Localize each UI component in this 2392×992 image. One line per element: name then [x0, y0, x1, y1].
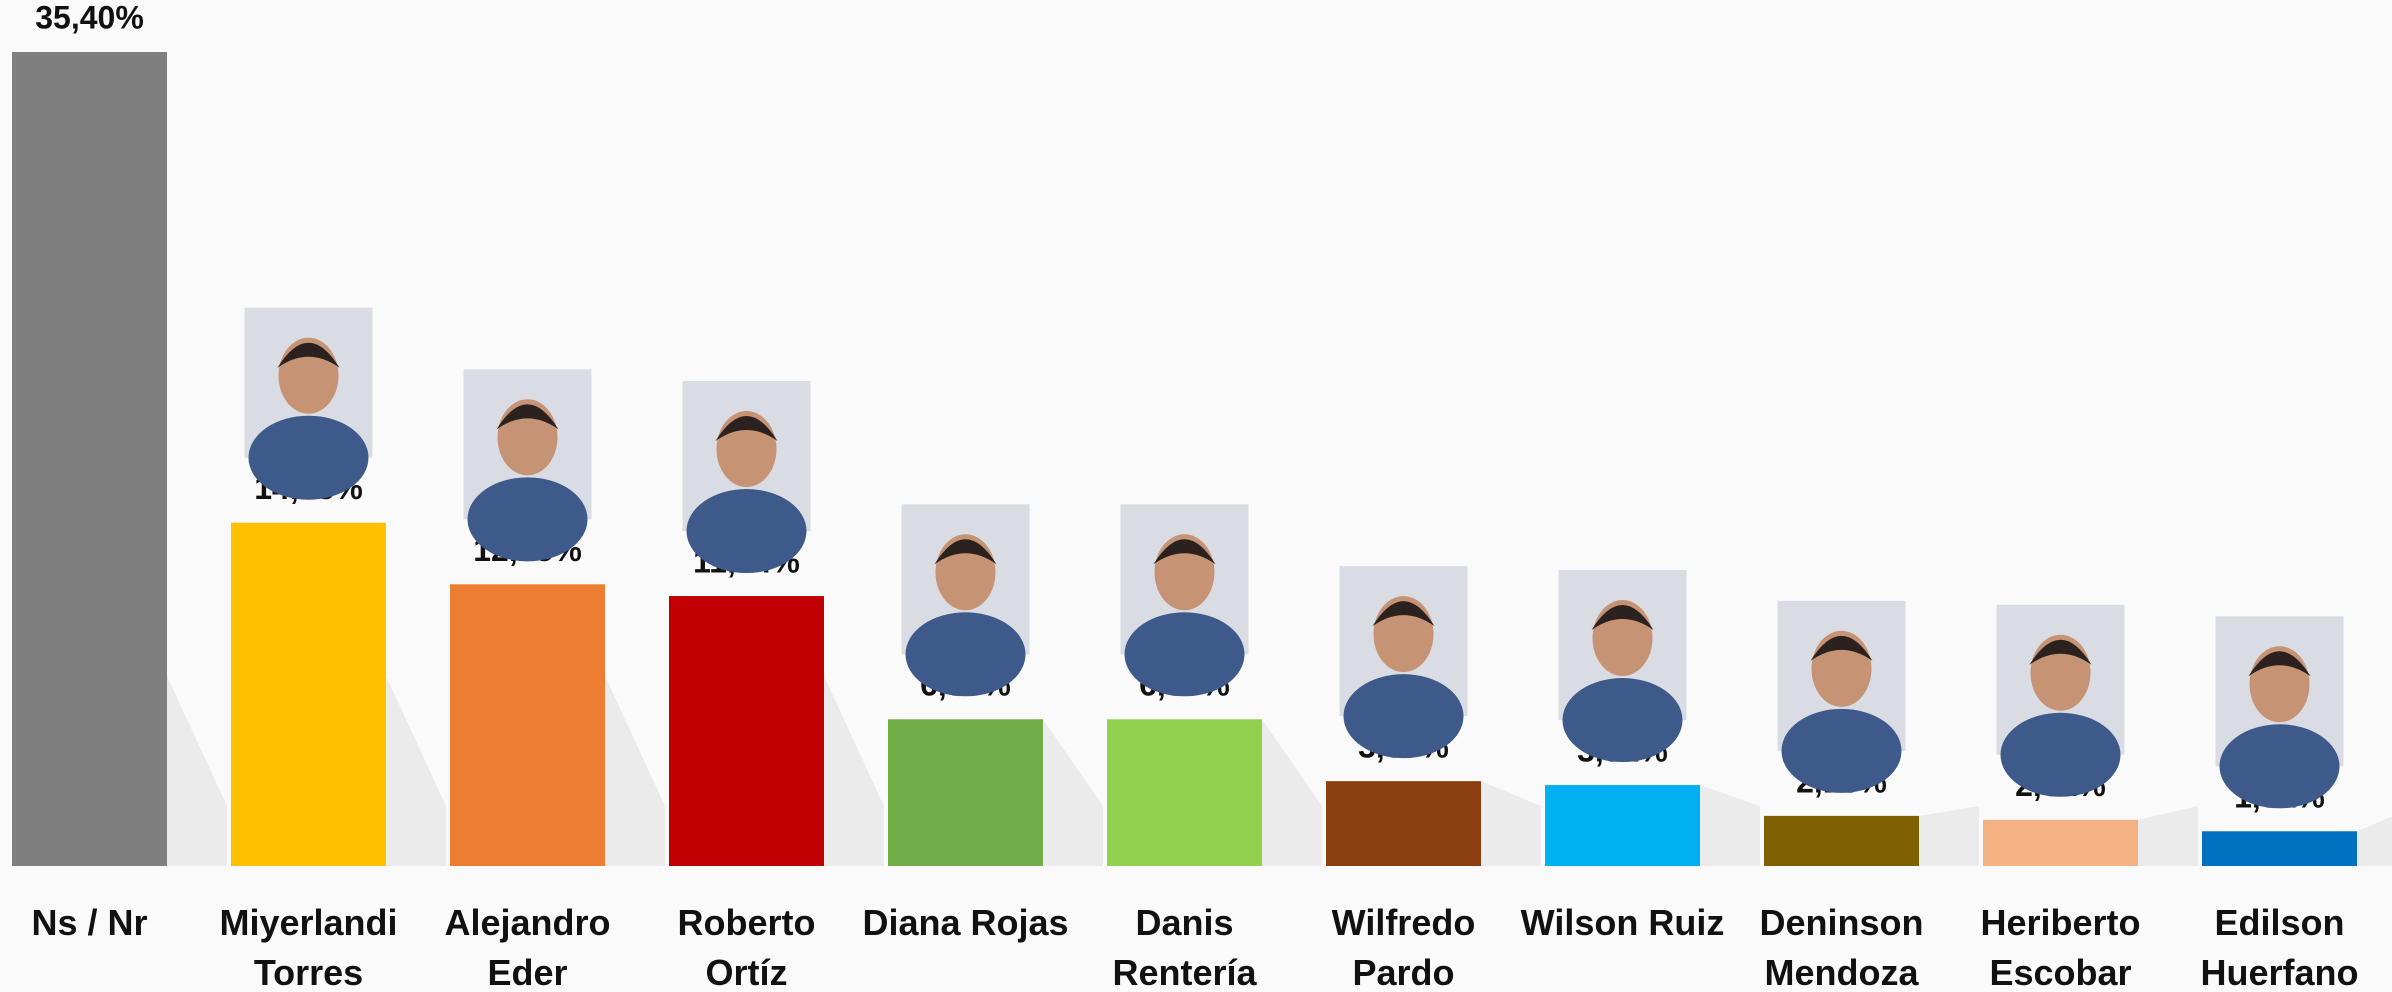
photo-hair: [2248, 651, 2311, 677]
bar-shadow: [1481, 781, 1541, 866]
photo-shoulders: [1781, 708, 1902, 793]
photo-shoulders: [1562, 678, 1683, 763]
candidate-photo: [1558, 570, 1687, 763]
category-label: Deninson Mendoza: [1759, 902, 1924, 992]
bar-shadow: [1043, 719, 1103, 866]
category-label: Edilson Huerfano: [2200, 902, 2359, 992]
category-label: Danis Rentería: [1112, 902, 1257, 992]
photo-shoulders: [2000, 712, 2121, 797]
bar-shadow: [1700, 785, 1760, 866]
bar: [2202, 831, 2357, 866]
bar: [669, 596, 824, 866]
bar: [1983, 819, 2138, 866]
photo-shoulders: [686, 489, 807, 574]
photo-hair: [715, 416, 778, 442]
bar: [231, 522, 386, 866]
category-label: Wilfredo Pardo: [1331, 902, 1476, 992]
bar: [12, 52, 167, 866]
photo-hair: [496, 404, 559, 430]
photo-shoulders: [1343, 674, 1464, 759]
photo-shoulders: [248, 415, 369, 500]
candidate-photo: [1996, 604, 2125, 797]
bar: [1326, 781, 1481, 866]
photo-shoulders: [1124, 612, 1245, 697]
candidate-photo: [2215, 616, 2344, 809]
bar-shadow: [167, 676, 227, 866]
bar-shadow: [824, 676, 884, 866]
category-label: Heriberto Escobar: [1980, 902, 2141, 992]
bar-shadow: [605, 676, 665, 866]
bar-shadow: [2357, 816, 2392, 866]
category-label: Alejandro Eder: [444, 902, 611, 992]
category-label: Roberto Ortíz: [677, 902, 816, 992]
bar-shadow: [386, 676, 446, 866]
photo-shoulders: [2219, 724, 2340, 809]
photo-hair: [277, 342, 340, 368]
bar-shadow: [2138, 806, 2198, 866]
candidate-photo: [463, 369, 592, 562]
candidate-photo: [244, 307, 373, 500]
photo-hair: [934, 539, 997, 565]
photo-hair: [1372, 601, 1435, 627]
bar: [888, 719, 1043, 866]
candidate-photo: [1120, 504, 1249, 697]
photo-hair: [1153, 539, 1216, 565]
category-label: Wilson Ruiz: [1520, 902, 1725, 943]
bar: [1107, 719, 1262, 866]
category-label: Miyerlandi Torres: [219, 902, 398, 992]
category-label: Diana Rojas: [862, 902, 1069, 943]
candidate-photo: [1339, 566, 1468, 759]
bar-shadow: [1262, 719, 1322, 866]
candidate-photo: [901, 504, 1030, 697]
bar: [1545, 785, 1700, 866]
bar: [450, 584, 605, 866]
category-label: Ns / Nr: [31, 902, 148, 943]
candidate-photo: [1777, 600, 1906, 793]
bar-shadow: [1919, 806, 1979, 866]
candidate-photo: [682, 381, 811, 574]
photo-hair: [2029, 639, 2092, 665]
value-label: 35,40%: [35, 0, 144, 35]
photo-hair: [1591, 605, 1654, 631]
photo-hair: [1810, 635, 1873, 661]
photo-shoulders: [467, 477, 588, 562]
bar: [1764, 815, 1919, 866]
photo-shoulders: [905, 612, 1026, 697]
